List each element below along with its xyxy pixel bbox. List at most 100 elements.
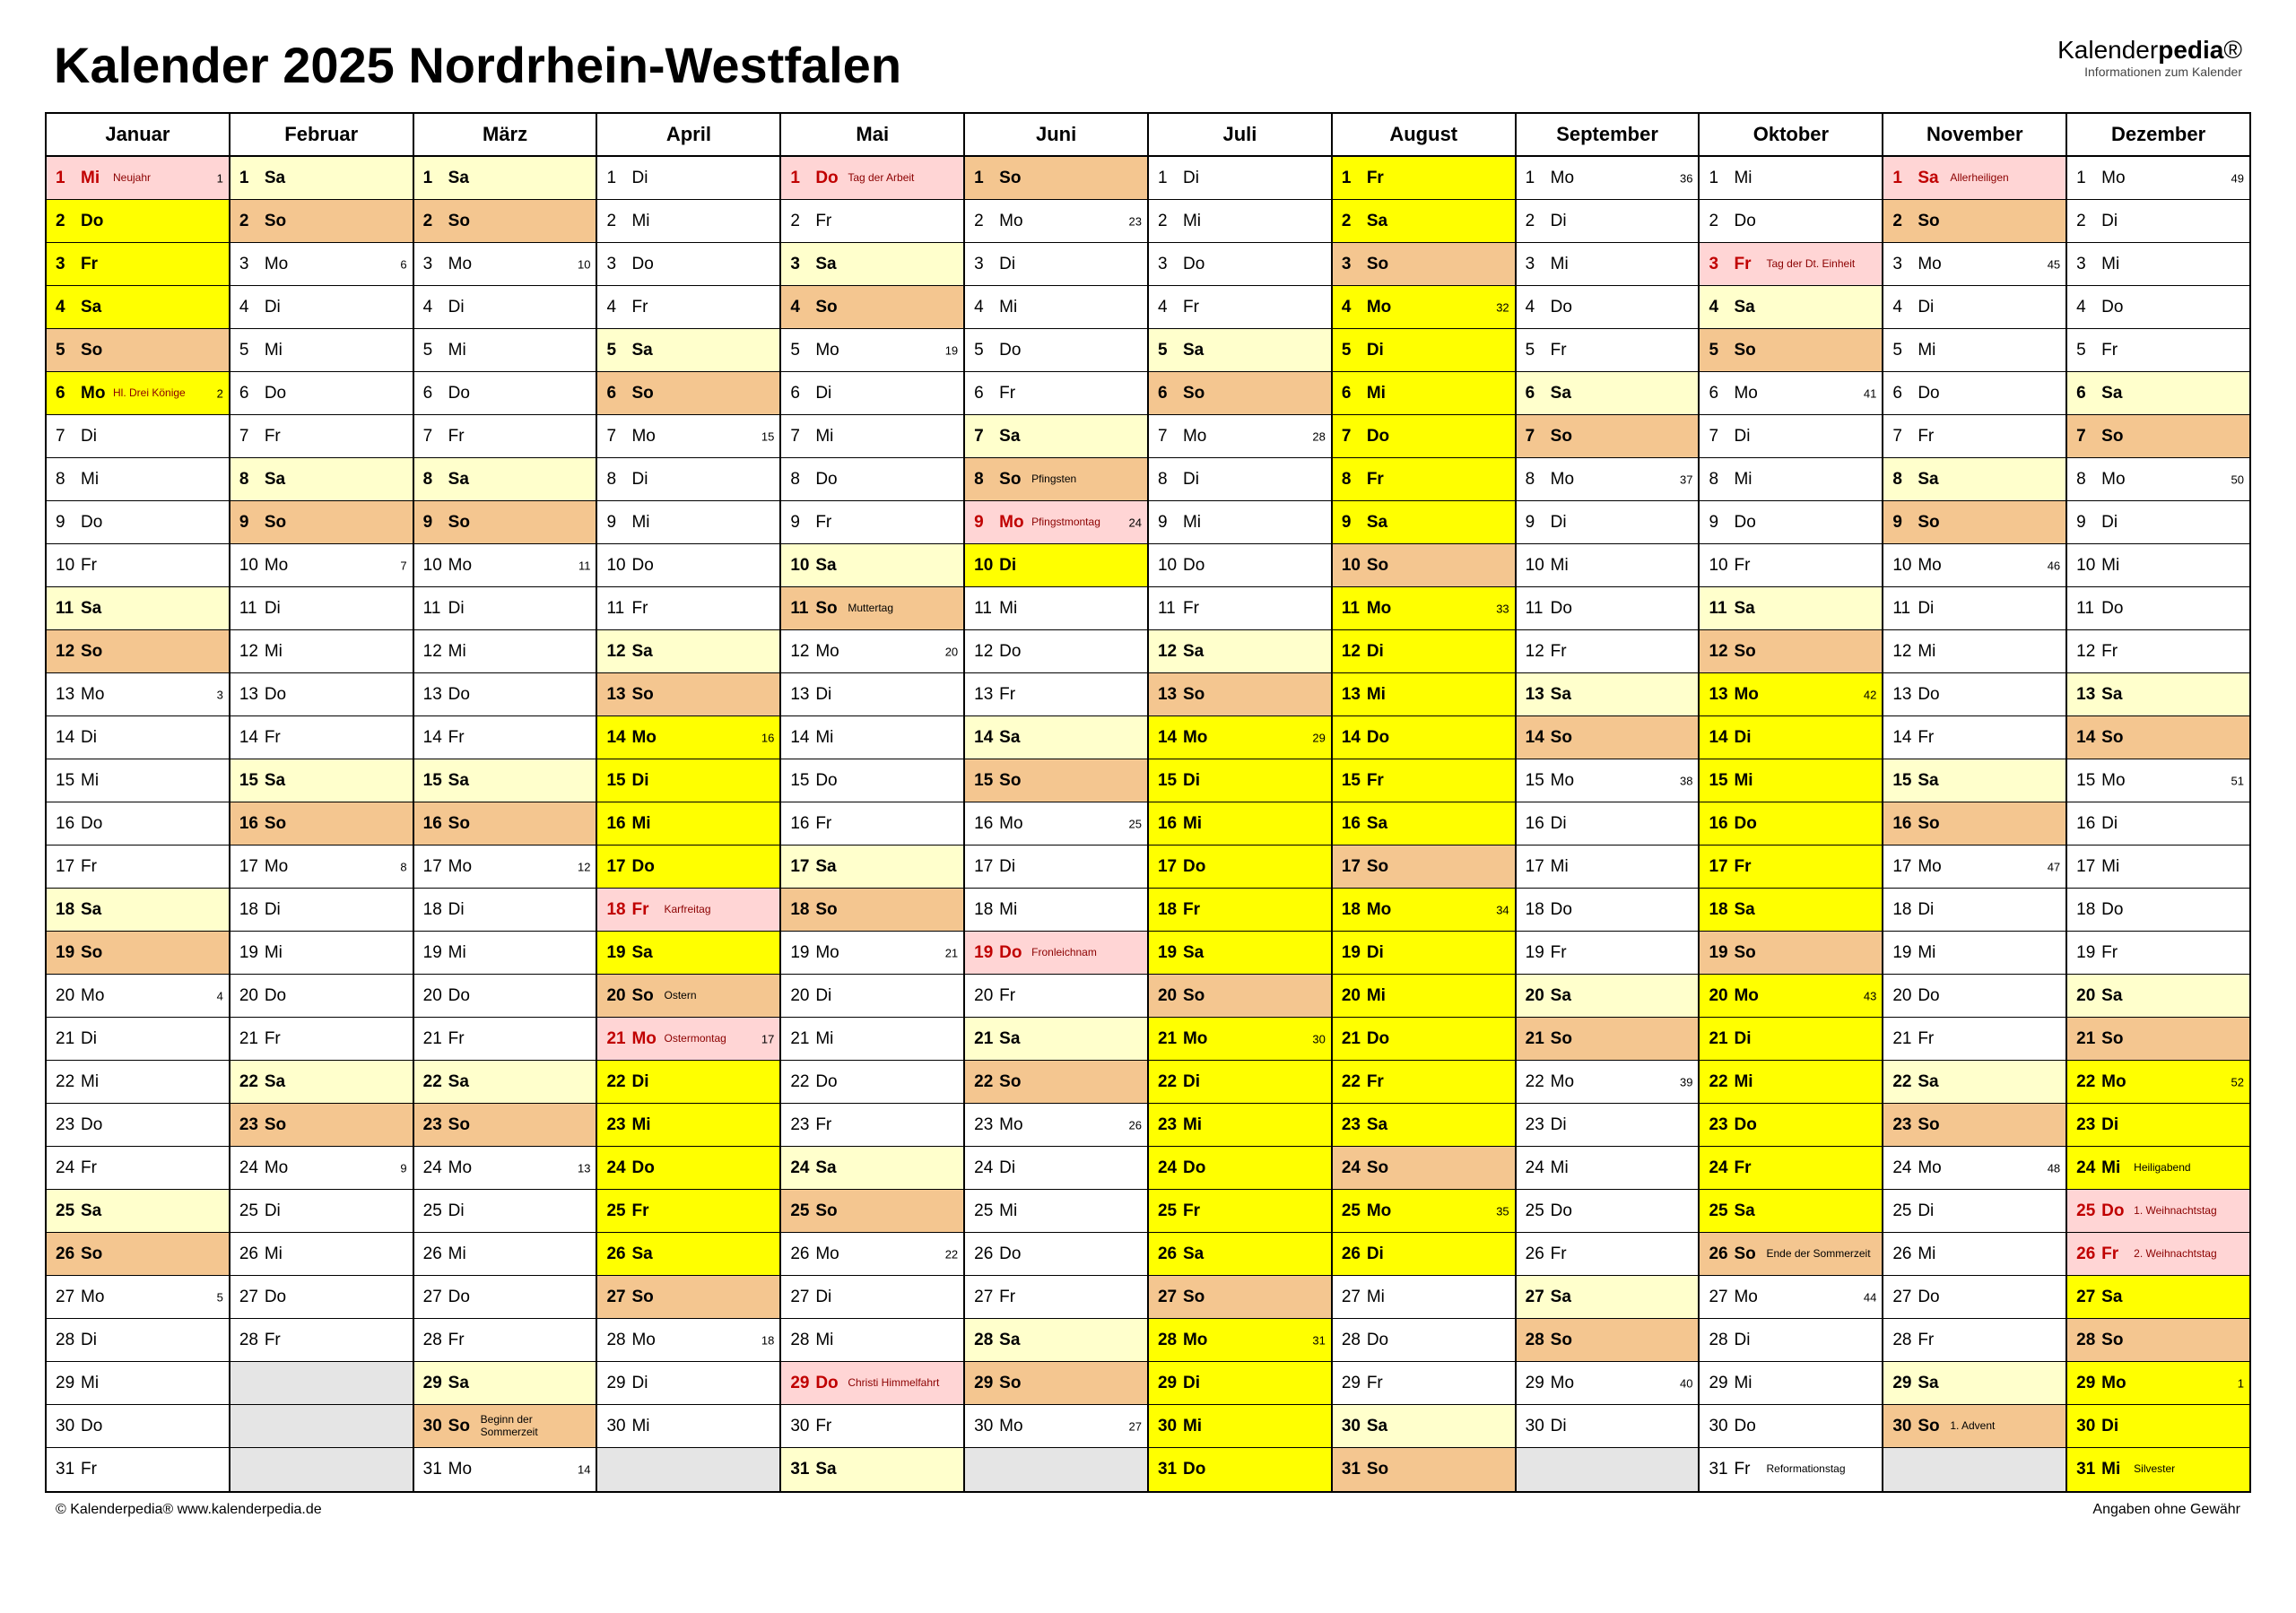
day-label: Tag der Arbeit [846, 172, 956, 184]
day-cell: 17Di [965, 846, 1147, 889]
day-cell: 8Mi [1700, 458, 1882, 501]
day-weekday: Sa [265, 771, 295, 791]
day-number: 24 [1892, 1158, 1918, 1178]
day-weekday: Di [999, 255, 1030, 274]
day-number: 4 [2076, 298, 2101, 317]
day-weekday: Sa [2101, 986, 2132, 1006]
day-weekday: Sa [1918, 771, 1948, 791]
day-number: 11 [1709, 599, 1734, 619]
week-number: 46 [2048, 559, 2060, 572]
day-number: 23 [423, 1115, 448, 1135]
day-cell: 3Mi [1517, 243, 1699, 286]
day-cell: 21Sa [965, 1018, 1147, 1061]
day-weekday: Mo [2101, 1072, 2132, 1092]
day-number: 15 [790, 771, 815, 791]
day-number: 23 [56, 1115, 81, 1135]
day-number: 30 [1892, 1417, 1918, 1436]
day-number: 18 [2076, 900, 2101, 920]
day-cell: 12Di [1333, 630, 1515, 673]
day-label: Reformationstag [1764, 1463, 1874, 1475]
day-cell: 2Di [1517, 200, 1699, 243]
day-label: Neujahr [111, 172, 222, 184]
day-cell: 11SoMuttertag [781, 587, 963, 630]
day-weekday: Mi [265, 1244, 295, 1264]
day-weekday: Mo [448, 255, 479, 274]
day-number: 24 [56, 1158, 81, 1178]
day-weekday: Mo [81, 384, 111, 403]
day-cell: 3Di [965, 243, 1147, 286]
day-weekday: Mo [81, 685, 111, 705]
day-cell: 30Sa [1333, 1405, 1515, 1448]
day-cell: 22So [965, 1061, 1147, 1104]
day-cell: 14Fr [230, 716, 413, 759]
day-number: 21 [1158, 1029, 1183, 1049]
day-weekday: So [448, 1417, 479, 1436]
day-weekday: Do [1551, 298, 1581, 317]
day-cell: 30SoBeginn der Sommerzeit [414, 1405, 596, 1448]
day-cell: 2Mi [1149, 200, 1331, 243]
day-cell: 13Mi [1333, 673, 1515, 716]
day-weekday: Sa [448, 1072, 479, 1092]
day-number: 22 [974, 1072, 999, 1092]
week-number: 4 [217, 989, 223, 1002]
day-cell: 25Di [1883, 1190, 2066, 1233]
day-weekday: Sa [1183, 1244, 1213, 1264]
day-cell: 21MoOstermontag17 [597, 1018, 779, 1061]
day-number: 29 [1892, 1374, 1918, 1393]
day-number: 14 [1342, 728, 1367, 748]
day-cell: 23Do [1700, 1104, 1882, 1147]
day-weekday: So [815, 900, 846, 920]
day-cell: 15Mo51 [2067, 759, 2249, 802]
day-weekday: Mo [1551, 1072, 1581, 1092]
day-number: 20 [1892, 986, 1918, 1006]
day-number: 13 [1892, 685, 1918, 705]
day-weekday: Do [1551, 1201, 1581, 1221]
day-cell: 6Mi [1333, 372, 1515, 415]
day-weekday: Di [815, 986, 846, 1006]
page-footer: © Kalenderpedia® www.kalenderpedia.de An… [45, 1493, 2251, 1518]
week-number: 50 [2231, 473, 2244, 486]
day-number: 18 [1892, 900, 1918, 920]
day-weekday: Di [2101, 1115, 2132, 1135]
day-number: 4 [239, 298, 265, 317]
day-cell: 21Di [47, 1018, 229, 1061]
day-number: 6 [1892, 384, 1918, 403]
day-weekday: Mo [1918, 255, 1948, 274]
week-number: 3 [217, 688, 223, 701]
day-cell: 18Sa [47, 889, 229, 932]
day-cell: 7Do [1333, 415, 1515, 458]
day-label: Ostern [662, 990, 772, 1002]
day-cell: 22Fr [1333, 1061, 1515, 1104]
day-weekday: Mi [1918, 943, 1948, 963]
day-number: 24 [1342, 1158, 1367, 1178]
day-weekday: Sa [265, 169, 295, 188]
week-number: 11 [578, 559, 591, 572]
day-weekday: Mi [1367, 1288, 1397, 1307]
day-weekday: Mo [265, 255, 295, 274]
day-cell: 10Mi [2067, 544, 2249, 587]
day-number: 26 [1526, 1244, 1551, 1264]
day-weekday: Sa [999, 427, 1030, 447]
day-number: 15 [1342, 771, 1367, 791]
day-label: Ostermontag [662, 1033, 772, 1045]
day-weekday: So [999, 1072, 1030, 1092]
day-weekday: So [1551, 1029, 1581, 1049]
day-cell: 2Di [2067, 200, 2249, 243]
day-number: 6 [606, 384, 631, 403]
day-cell: 27Do [230, 1276, 413, 1319]
day-cell: 8Do [781, 458, 963, 501]
day-cell: 17Do [1149, 846, 1331, 889]
day-number: 16 [1158, 814, 1183, 834]
day-cell: 31So [1333, 1448, 1515, 1491]
day-weekday: Sa [1551, 384, 1581, 403]
day-cell: 4Di [1883, 286, 2066, 329]
day-weekday: Sa [1918, 470, 1948, 490]
day-number: 20 [56, 986, 81, 1006]
day-weekday: So [1551, 728, 1581, 748]
day-weekday: Mo [1734, 384, 1764, 403]
day-weekday: Mo [1367, 900, 1397, 920]
day-number: 27 [1342, 1288, 1367, 1307]
day-number: 26 [423, 1244, 448, 1264]
day-cell: 25Do [1517, 1190, 1699, 1233]
day-weekday: So [1918, 212, 1948, 231]
